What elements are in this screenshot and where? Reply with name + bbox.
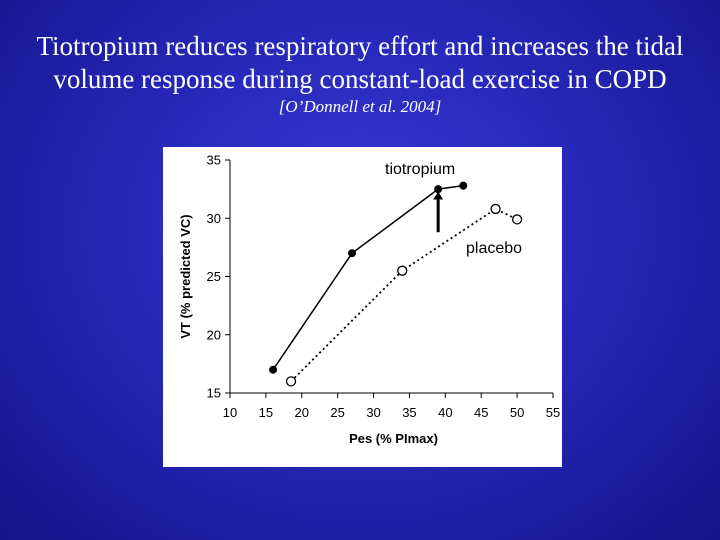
slide-title-line-1: Tiotropium reduces respiratory effort an… [36, 31, 684, 61]
series-line-tiotropium [272, 184, 464, 371]
data-point-placebo [285, 376, 297, 387]
slide-title: Tiotropium reduces respiratory effort an… [0, 30, 720, 96]
annotation-tiotropium: tiotropium [385, 161, 455, 178]
x-tick-label: 35 [402, 405, 416, 420]
x-tick-label: 10 [223, 405, 237, 420]
x-tick-label: 25 [330, 405, 344, 420]
data-point-tiotropium [269, 365, 278, 374]
slide-title-line-2: volume response during constant-load exe… [53, 64, 667, 94]
citation: [O’Donnell et al. 2004] [278, 97, 442, 116]
chart-annotations: tiotropium placebo [385, 161, 522, 257]
data-point-placebo [511, 214, 523, 225]
x-tick-label: 40 [438, 405, 452, 420]
data-point-placebo [490, 203, 501, 215]
x-axis-label: Pes (% PImax) [349, 431, 438, 446]
data-point-placebo [397, 265, 408, 276]
x-tick-label: 55 [546, 405, 560, 420]
y-tick-label: 25 [207, 269, 221, 284]
chart-series [269, 181, 523, 387]
y-tick-label: 30 [207, 211, 221, 226]
series-line-placebo [290, 207, 518, 382]
y-tick-label: 15 [207, 386, 221, 401]
y-tick-label: 20 [207, 327, 221, 342]
x-tick-label: 45 [474, 405, 488, 420]
x-tick-label: 50 [510, 405, 524, 420]
chart-panel: 15 20 25 30 35 10 15 20 25 30 35 40 45 50 55 Pes (% PIm… [163, 147, 562, 467]
arrow-head [433, 191, 444, 200]
x-tick-label: 20 [295, 405, 309, 420]
y-tick-label: 35 [207, 153, 221, 168]
annotation-placebo: placebo [466, 240, 522, 257]
x-tick-label: 30 [366, 405, 380, 420]
y-axis-label: VT (% predicted VC) [178, 214, 193, 338]
x-tick-label: 15 [259, 405, 273, 420]
data-point-tiotropium [348, 249, 357, 258]
data-point-tiotropium [459, 181, 468, 190]
